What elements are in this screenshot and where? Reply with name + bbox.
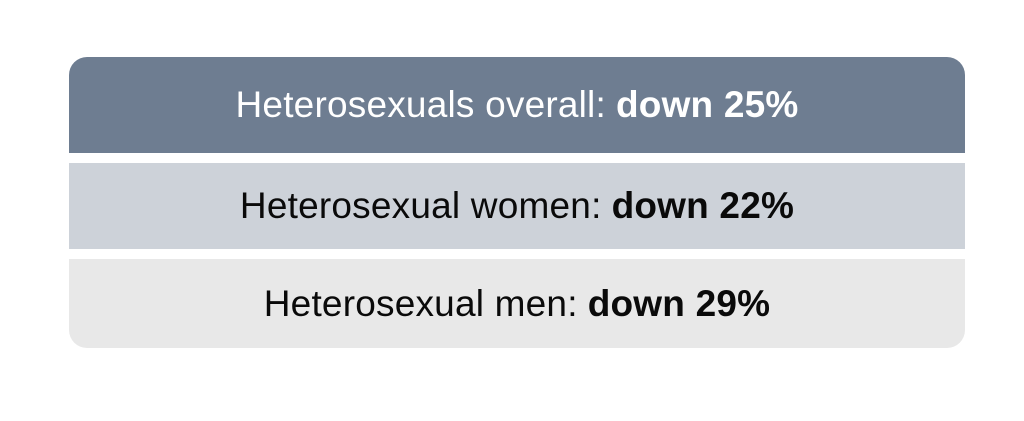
row-heterosexual-men: Heterosexual men: down 29% [69, 259, 965, 348]
row-label: Heterosexual men: [263, 282, 578, 324]
row-value: down 29% [587, 282, 771, 324]
row-label: Heterosexual women: [239, 185, 602, 226]
row-value: down 22% [611, 185, 795, 226]
row-value: down 25% [615, 84, 799, 125]
stats-card: Heterosexuals overall: down 25% Heterose… [69, 57, 965, 348]
row-heterosexual-women: Heterosexual women: down 22% [69, 163, 965, 249]
row-label: Heterosexuals overall: [235, 84, 606, 125]
row-heterosexuals-overall: Heterosexuals overall: down 25% [69, 57, 965, 153]
